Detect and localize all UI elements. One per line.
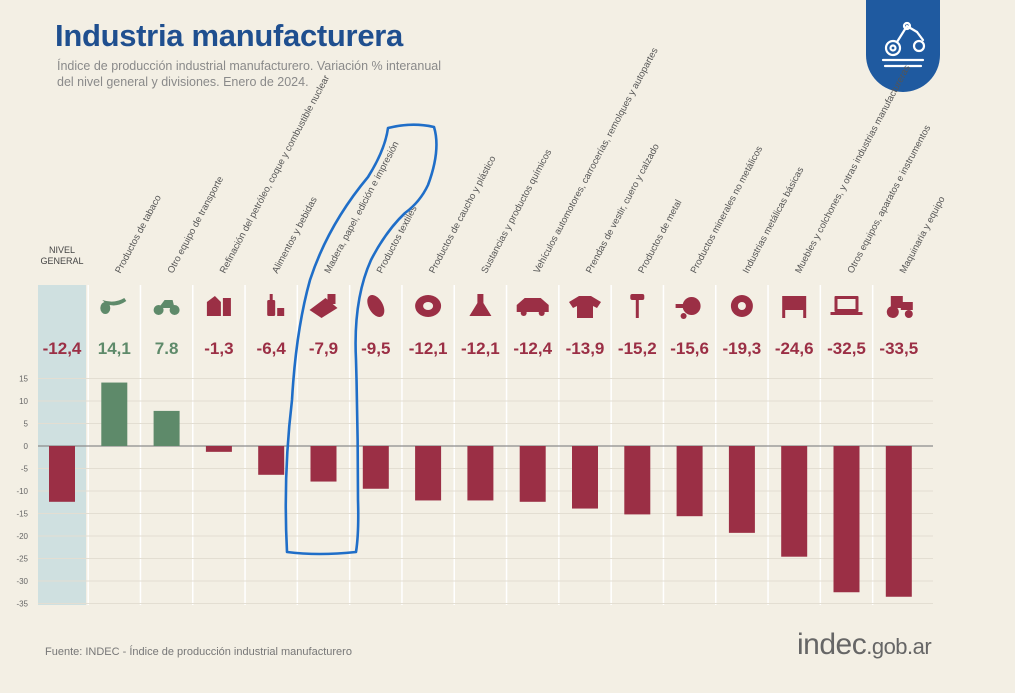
bottle-icon: [267, 294, 285, 316]
mixer-icon: [675, 297, 701, 319]
highlight-annotation: [284, 123, 438, 556]
value-label: -32,5: [827, 339, 866, 358]
category-label: NIVEL: [49, 245, 75, 255]
paper-icon: [309, 294, 338, 318]
coil-icon: [730, 295, 753, 317]
value-label: -12,1: [461, 339, 500, 358]
y-tick-label: -30: [16, 577, 28, 586]
bar: [49, 446, 75, 502]
y-tick-label: -25: [16, 555, 28, 564]
shirt-icon: [569, 296, 601, 318]
brand-suffix: .gob.ar: [866, 634, 932, 659]
bar: [519, 446, 546, 502]
value-label: -6,4: [257, 339, 287, 358]
nivel-general-highlight: [38, 285, 86, 605]
value-label: -1,3: [204, 339, 233, 358]
category-label: Productos de metal: [636, 198, 684, 275]
value-label: -33,5: [879, 339, 918, 358]
bar: [101, 382, 128, 446]
category-label: Refinación del petróleo, coque y combust…: [218, 73, 332, 275]
industry-badge: [866, 0, 940, 92]
source-note: Fuente: INDEC - Índice de producción ind…: [45, 646, 352, 658]
value-label: -24,6: [775, 339, 814, 358]
bar: [205, 446, 232, 452]
bar: [258, 446, 285, 475]
y-tick-label: 5: [24, 420, 29, 429]
chart-title: Industria manufacturera: [55, 18, 403, 53]
value-label: 14,1: [98, 339, 131, 358]
brand-main: indec: [797, 628, 867, 661]
pipe-icon: [100, 298, 127, 314]
subtitle-line-1: Índice de producción industrial manufact…: [57, 59, 442, 73]
indec-logo[interactable]: indec.gob.ar: [797, 628, 932, 662]
category-label: Maquinaria y equipo: [898, 195, 948, 276]
y-tick-label: -20: [16, 532, 28, 541]
y-tick-label: -35: [16, 600, 28, 609]
bar: [676, 446, 703, 517]
value-label: 7.8: [155, 339, 179, 358]
car-icon: [516, 298, 549, 316]
subtitle-line-2: del nivel general y divisiones. Enero de…: [57, 75, 309, 89]
y-tick-label: -15: [16, 510, 28, 519]
bar: [728, 446, 755, 533]
value-label: -15,6: [670, 339, 709, 358]
yarn-icon: [367, 295, 385, 317]
value-label: -12,4: [513, 339, 552, 358]
value-label: -13,9: [566, 339, 605, 358]
bar: [781, 446, 808, 557]
value-label: -12,1: [409, 339, 448, 358]
bar: [572, 446, 598, 509]
furniture-icon: [782, 296, 807, 318]
category-label: Otro equipo de transporte: [166, 175, 227, 276]
value-label: -19,3: [723, 339, 762, 358]
laptop-icon: [830, 296, 863, 315]
bar: [310, 446, 337, 482]
category-label: GENERAL: [40, 256, 83, 266]
bar: [362, 446, 389, 489]
value-label: -9,5: [361, 339, 390, 358]
motorcycle-icon: [153, 300, 180, 315]
category-label: Alimentos y bebidas: [270, 195, 320, 275]
y-tick-label: -10: [16, 487, 28, 496]
category-label: Muebles y colchones, y otras industrias …: [793, 63, 913, 275]
hammer-icon: [630, 294, 645, 318]
bar: [833, 446, 860, 593]
bar: [624, 446, 651, 515]
value-label: -15,2: [618, 339, 657, 358]
bar: [467, 446, 494, 501]
robot-arm-icon: [881, 21, 926, 68]
category-label: Productos de tabaco: [113, 193, 164, 275]
bar: [153, 410, 180, 446]
y-tick-label: 15: [19, 375, 28, 384]
tractor-icon: [886, 296, 913, 318]
bar: [415, 446, 442, 501]
value-label: -12,4: [43, 339, 82, 358]
refinery-icon: [206, 296, 231, 316]
tire-icon: [415, 295, 442, 317]
category-label: Industrias metálicas básicas: [741, 165, 807, 275]
y-tick-label: 0: [24, 442, 29, 451]
flask-icon: [469, 294, 492, 316]
y-tick-label: 10: [19, 397, 28, 406]
y-tick-label: -5: [21, 465, 29, 474]
chart-subtitle: Índice de producción industrial manufact…: [57, 58, 557, 90]
bar: [885, 446, 912, 597]
value-label: -7,9: [309, 339, 338, 358]
